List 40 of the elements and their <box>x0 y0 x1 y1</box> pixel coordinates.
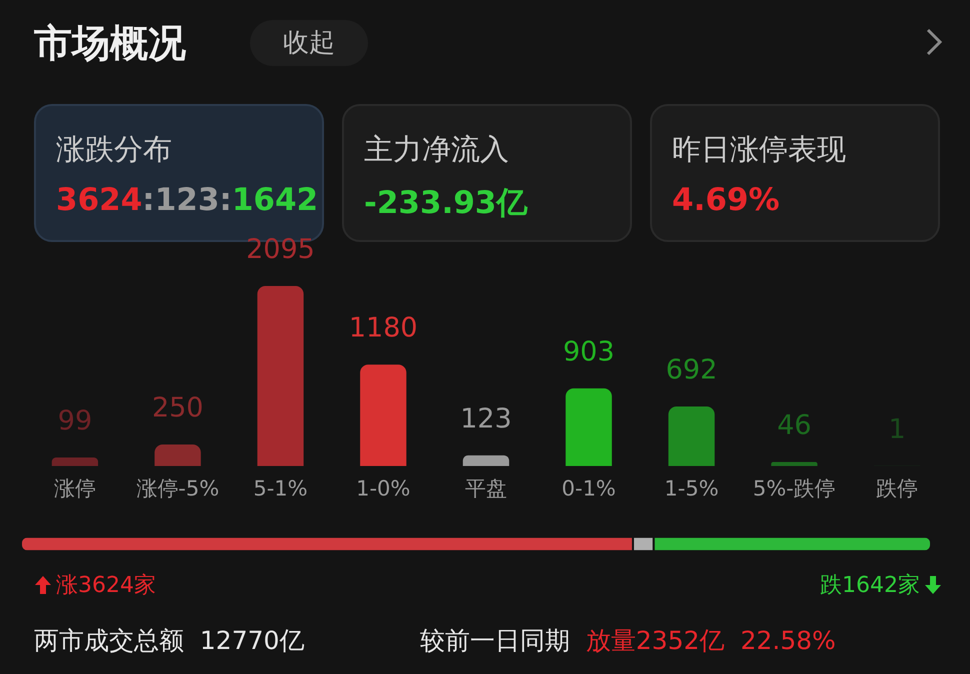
bar <box>566 388 612 466</box>
bar <box>771 462 818 466</box>
text: 两市成交总额 <box>34 626 184 655</box>
text: 涨跌分布 <box>56 131 172 168</box>
x-tick-label: 1-5% <box>664 476 719 500</box>
text: 跌1642家 <box>820 573 920 598</box>
x-tick-label: 1-0% <box>356 476 410 500</box>
bar <box>360 364 406 466</box>
x-tick-label: 5-1% <box>253 476 308 500</box>
x-tick-label: 0-1% <box>562 476 616 500</box>
bar <box>257 286 304 466</box>
data-label: 123 <box>460 403 512 434</box>
text: 主力净流入 <box>364 131 509 168</box>
data-label: 2095 <box>246 234 315 265</box>
text: 涨3624家 <box>56 573 156 598</box>
text: 放量2352亿 <box>586 626 725 655</box>
bar <box>668 406 715 466</box>
bar <box>462 455 510 466</box>
data-label: 692 <box>666 354 718 386</box>
data-label: 1180 <box>348 312 418 344</box>
text: 3624:123:1642 <box>56 182 318 218</box>
data-label: 46 <box>777 410 812 442</box>
text: 22.58% <box>740 626 836 655</box>
x-tick-label: 跌停 <box>876 476 918 500</box>
text: 12770亿 <box>200 626 304 655</box>
text: 收起 <box>250 20 368 66</box>
text: 较前一日同期 <box>420 626 570 655</box>
bar <box>154 444 201 466</box>
data-label: 250 <box>152 392 204 424</box>
data-label: 99 <box>58 405 92 436</box>
x-tick-label: 涨停-5% <box>136 476 220 500</box>
x-tick-label: 涨停 <box>54 476 96 500</box>
chart-title: 市场概况 <box>34 20 186 67</box>
x-tick-label: 平盘 <box>465 476 507 500</box>
data-label: 903 <box>562 336 615 368</box>
text: 4.69% <box>672 182 780 218</box>
text: -233.93亿 <box>364 184 528 223</box>
x-tick-label: 5%-跌停 <box>752 476 836 500</box>
text: 昨日涨停表现 <box>672 131 846 168</box>
bar <box>52 457 98 466</box>
